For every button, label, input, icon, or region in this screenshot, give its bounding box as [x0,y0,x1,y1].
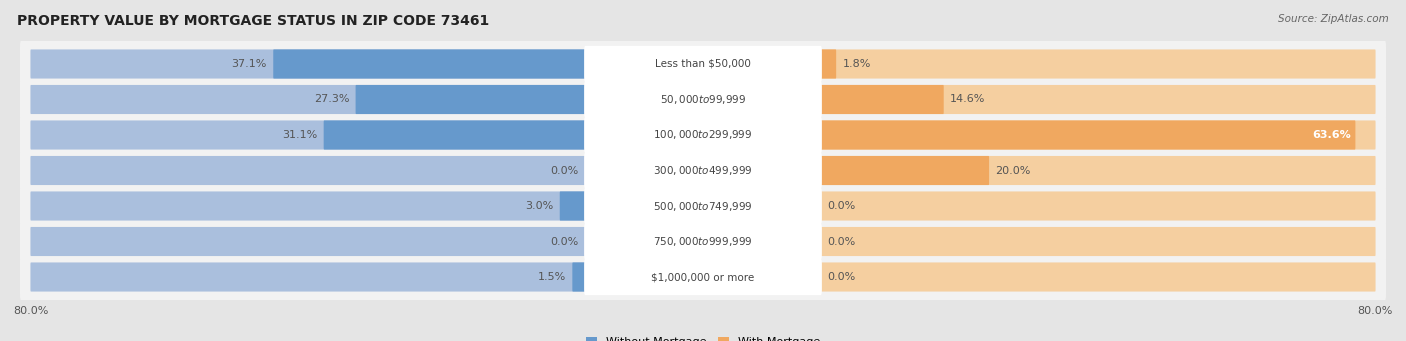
FancyBboxPatch shape [820,263,1375,292]
Text: 37.1%: 37.1% [232,59,267,69]
FancyBboxPatch shape [820,120,1355,150]
FancyBboxPatch shape [583,259,823,295]
FancyBboxPatch shape [323,120,586,150]
Text: 0.0%: 0.0% [550,237,579,247]
FancyBboxPatch shape [31,85,586,114]
Text: 20.0%: 20.0% [995,165,1031,176]
Text: 0.0%: 0.0% [827,272,856,282]
Text: 27.3%: 27.3% [314,94,349,104]
FancyBboxPatch shape [820,49,1375,78]
FancyBboxPatch shape [20,109,1386,161]
FancyBboxPatch shape [560,191,586,221]
Legend: Without Mortgage, With Mortgage: Without Mortgage, With Mortgage [582,332,824,341]
Text: 0.0%: 0.0% [827,237,856,247]
Text: $300,000 to $499,999: $300,000 to $499,999 [654,164,752,177]
FancyBboxPatch shape [583,81,823,118]
FancyBboxPatch shape [820,85,943,114]
FancyBboxPatch shape [20,144,1386,197]
FancyBboxPatch shape [820,49,837,78]
FancyBboxPatch shape [31,191,586,221]
Text: 1.5%: 1.5% [538,272,567,282]
FancyBboxPatch shape [820,156,988,185]
FancyBboxPatch shape [572,263,586,292]
FancyBboxPatch shape [20,180,1386,232]
Text: $750,000 to $999,999: $750,000 to $999,999 [654,235,752,248]
FancyBboxPatch shape [31,156,586,185]
FancyBboxPatch shape [820,156,1375,185]
FancyBboxPatch shape [583,152,823,189]
Text: 63.6%: 63.6% [1312,130,1351,140]
Text: 0.0%: 0.0% [550,165,579,176]
FancyBboxPatch shape [273,49,586,78]
Text: $50,000 to $99,999: $50,000 to $99,999 [659,93,747,106]
FancyBboxPatch shape [583,223,823,260]
Text: Less than $50,000: Less than $50,000 [655,59,751,69]
Text: 31.1%: 31.1% [283,130,318,140]
Text: 3.0%: 3.0% [526,201,554,211]
FancyBboxPatch shape [583,188,823,224]
FancyBboxPatch shape [356,85,586,114]
Text: 1.8%: 1.8% [842,59,870,69]
Text: 0.0%: 0.0% [827,201,856,211]
Text: $500,000 to $749,999: $500,000 to $749,999 [654,199,752,212]
Text: PROPERTY VALUE BY MORTGAGE STATUS IN ZIP CODE 73461: PROPERTY VALUE BY MORTGAGE STATUS IN ZIP… [17,14,489,28]
FancyBboxPatch shape [20,215,1386,268]
FancyBboxPatch shape [31,263,586,292]
FancyBboxPatch shape [820,227,1375,256]
FancyBboxPatch shape [20,38,1386,90]
FancyBboxPatch shape [31,120,586,150]
Text: $100,000 to $299,999: $100,000 to $299,999 [654,129,752,142]
FancyBboxPatch shape [31,49,586,78]
Text: Source: ZipAtlas.com: Source: ZipAtlas.com [1278,14,1389,24]
Text: $1,000,000 or more: $1,000,000 or more [651,272,755,282]
FancyBboxPatch shape [820,120,1375,150]
FancyBboxPatch shape [20,73,1386,126]
FancyBboxPatch shape [820,85,1375,114]
FancyBboxPatch shape [583,46,823,82]
FancyBboxPatch shape [31,227,586,256]
FancyBboxPatch shape [20,251,1386,303]
FancyBboxPatch shape [820,191,1375,221]
FancyBboxPatch shape [583,117,823,153]
Text: 14.6%: 14.6% [950,94,986,104]
